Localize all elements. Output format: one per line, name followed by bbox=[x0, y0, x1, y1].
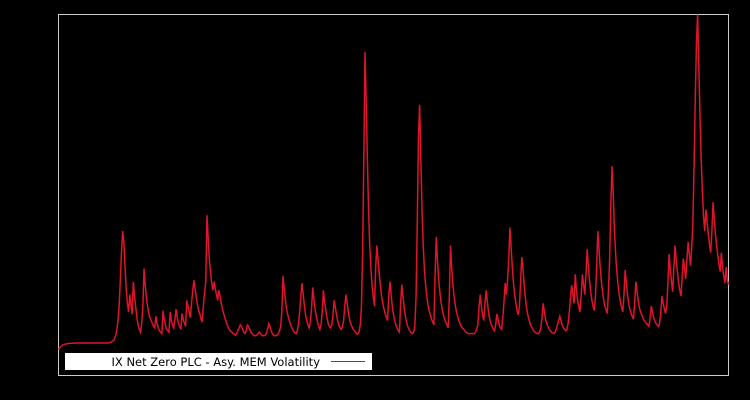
legend-label: IX Net Zero PLC - Asy. MEM Volatility bbox=[111, 354, 320, 369]
plot-frame bbox=[58, 14, 729, 376]
legend[interactable]: IX Net Zero PLC - Asy. MEM Volatility bbox=[65, 353, 372, 370]
legend-line-sample-icon bbox=[331, 361, 365, 362]
volatility-series-line bbox=[57, 14, 730, 350]
